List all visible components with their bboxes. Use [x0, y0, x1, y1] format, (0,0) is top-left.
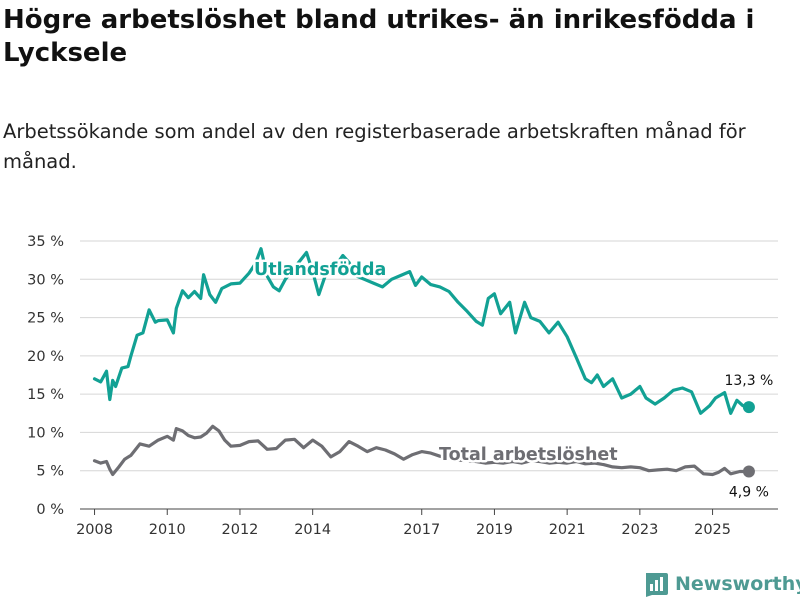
x-tick-label: 2008 [76, 522, 113, 538]
bar-chart-icon [646, 573, 668, 597]
y-tick-label: 10 % [27, 425, 64, 441]
y-tick-label: 20 % [27, 349, 64, 365]
series-labels: 13,3 % 4,9 % Utlandsfödda Total arbetslöshe… [252, 258, 774, 501]
x-tick-label: 2014 [294, 522, 331, 538]
x-tick-label: 2025 [694, 522, 731, 538]
y-tick-label: 35 % [27, 234, 64, 250]
y-tick-label: 5 % [36, 464, 64, 480]
series-label-total: Total arbetslöshet [439, 445, 618, 465]
series-line-utlandsfodda [92, 247, 751, 415]
y-tick-label: 0 % [36, 502, 64, 518]
series-lines [92, 247, 755, 478]
x-tick-label: 2019 [476, 522, 513, 538]
end-point-utlandsfodda [742, 401, 755, 414]
y-tick-label: 30 % [27, 272, 64, 288]
x-tick-label: 2012 [222, 522, 259, 538]
x-axis-ticks: 2008 2010 2012 2014 2017 2019 2021 2023 2025 [76, 509, 731, 538]
x-tick-label: 2010 [149, 522, 186, 538]
page-title: Högre arbetslöshet bland utrikes- än inr… [3, 5, 755, 68]
brand-name: Newsworthy [675, 573, 800, 595]
x-tick-label: 2023 [621, 522, 658, 538]
series-line-total [92, 424, 751, 477]
brand-logo-link[interactable]: Newsworthy [643, 569, 800, 599]
x-tick-label: 2017 [403, 522, 440, 538]
end-value-label-utlandsfodda: 13,3 % [724, 373, 773, 389]
y-axis-ticks: 0 % 5 % 10 % 15 % 20 % 25 % 30 % 35 % [27, 234, 64, 518]
y-tick-label: 25 % [27, 311, 64, 327]
chart-subtitle: Arbetssökande som andel av den registerb… [3, 120, 746, 173]
end-value-label-total: 4,9 % [729, 484, 769, 500]
end-point-total [742, 465, 755, 478]
y-tick-label: 15 % [27, 387, 64, 403]
series-label-utlandsfodda: Utlandsfödda [254, 260, 386, 280]
x-tick-label: 2021 [549, 522, 586, 538]
